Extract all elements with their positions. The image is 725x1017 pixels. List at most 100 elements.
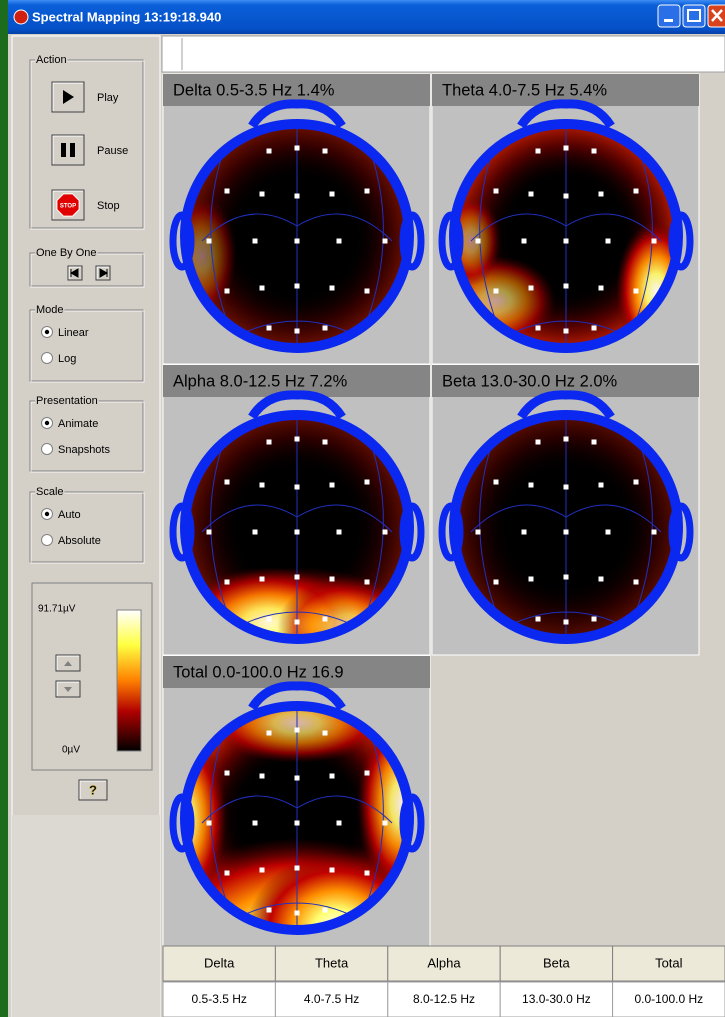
window-title: Spectral Mapping 13:19:18.940 (32, 9, 221, 24)
head-lines (201, 706, 393, 930)
electrode (528, 285, 534, 291)
electrode (329, 867, 335, 873)
group-box-highlight (30, 60, 145, 230)
electrode (266, 439, 272, 445)
controls: Action Play Pause STOP Stop One By One Mode Lin… (29, 54, 153, 801)
electrode (563, 328, 569, 334)
minimize-button[interactable] (657, 4, 681, 28)
map-title: Alpha 8.0-12.5 Hz 7.2% (173, 372, 348, 390)
electrode (521, 529, 527, 535)
electrode (493, 479, 499, 485)
radio[interactable] (41, 352, 53, 364)
electrode (294, 145, 300, 151)
step-back-button-bevel (68, 266, 81, 279)
head-nose (248, 681, 346, 711)
electrode (364, 479, 370, 485)
data-label: 0.0-100.0 Hz (634, 992, 703, 1006)
radio-label[interactable]: Snapshots (58, 444, 110, 456)
radio-dot (44, 329, 50, 335)
spin-down-button-bevel (56, 681, 79, 696)
action-button[interactable] (51, 81, 85, 113)
radio-label[interactable]: Absolute (58, 535, 101, 547)
electrode (206, 820, 212, 826)
toolbar (161, 35, 725, 73)
maximize-glyph (687, 9, 701, 22)
electrode (493, 288, 499, 294)
electrode (224, 579, 230, 585)
head-outline (180, 410, 414, 644)
help-label[interactable]: ? (89, 782, 97, 797)
electrode (475, 529, 481, 535)
action-button-bevel (52, 135, 83, 164)
electrode (598, 285, 604, 291)
electrode (259, 867, 265, 873)
header-label: Delta (204, 955, 235, 970)
electrode (294, 865, 300, 871)
maximize-button[interactable] (682, 4, 706, 28)
radio-label[interactable]: Animate (58, 418, 98, 430)
group-label-bg (35, 247, 98, 259)
head-outline (449, 410, 683, 644)
heat-spot (185, 728, 227, 908)
spin-down-icon (64, 687, 72, 692)
electrode (322, 148, 328, 154)
electrode (294, 619, 300, 625)
group-label: Mode (36, 304, 64, 316)
electrode (266, 616, 272, 622)
data-cell (162, 981, 276, 1017)
pause-icon (70, 143, 75, 157)
app-icon (13, 9, 29, 25)
electrode (329, 482, 335, 488)
action-button[interactable] (51, 134, 85, 166)
radio[interactable] (41, 534, 53, 546)
electrode (322, 616, 328, 622)
electrode (364, 870, 370, 876)
electrode (329, 576, 335, 582)
electrode (563, 574, 569, 580)
electrode (563, 193, 569, 199)
step-forward-icon (99, 268, 109, 278)
electrode (528, 482, 534, 488)
electrode (605, 529, 611, 535)
action-button-bevel (52, 190, 83, 219)
electrode (206, 529, 212, 535)
close-glyph (711, 9, 723, 22)
electrode (294, 193, 300, 199)
electrode (266, 325, 272, 331)
head-nose (517, 390, 615, 420)
data-label: 8.0-12.5 Hz (413, 992, 475, 1006)
radio[interactable] (41, 443, 53, 455)
electrode (563, 619, 569, 625)
minimize-glyph (664, 19, 673, 22)
group-label: One By One (36, 247, 97, 259)
action-label: Play (97, 92, 119, 104)
radio-label[interactable]: Linear (58, 327, 89, 339)
radio-label[interactable]: Log (58, 353, 76, 365)
head-nose (248, 390, 346, 420)
electrode (364, 288, 370, 294)
colorbar (116, 609, 142, 752)
electrode (591, 325, 597, 331)
action-label: Stop (97, 200, 120, 212)
electrode (563, 484, 569, 490)
electrode (633, 288, 639, 294)
electrode (259, 482, 265, 488)
electrode (206, 238, 212, 244)
radio-label[interactable]: Auto (58, 509, 81, 521)
action-button-bevel (52, 82, 83, 111)
stop-sign (56, 193, 80, 217)
header-label: Total (655, 955, 683, 970)
electrode (252, 820, 258, 826)
help-button[interactable] (78, 779, 108, 801)
electrode (563, 145, 569, 151)
group-box-highlight (30, 310, 145, 383)
electrode (563, 283, 569, 289)
electrode (605, 238, 611, 244)
colorbar-max: 91.71µV (38, 604, 76, 615)
electrode (651, 529, 657, 535)
header-label: Beta (543, 955, 571, 970)
electrode (591, 616, 597, 622)
electrode (322, 325, 328, 331)
electrode (294, 436, 300, 442)
